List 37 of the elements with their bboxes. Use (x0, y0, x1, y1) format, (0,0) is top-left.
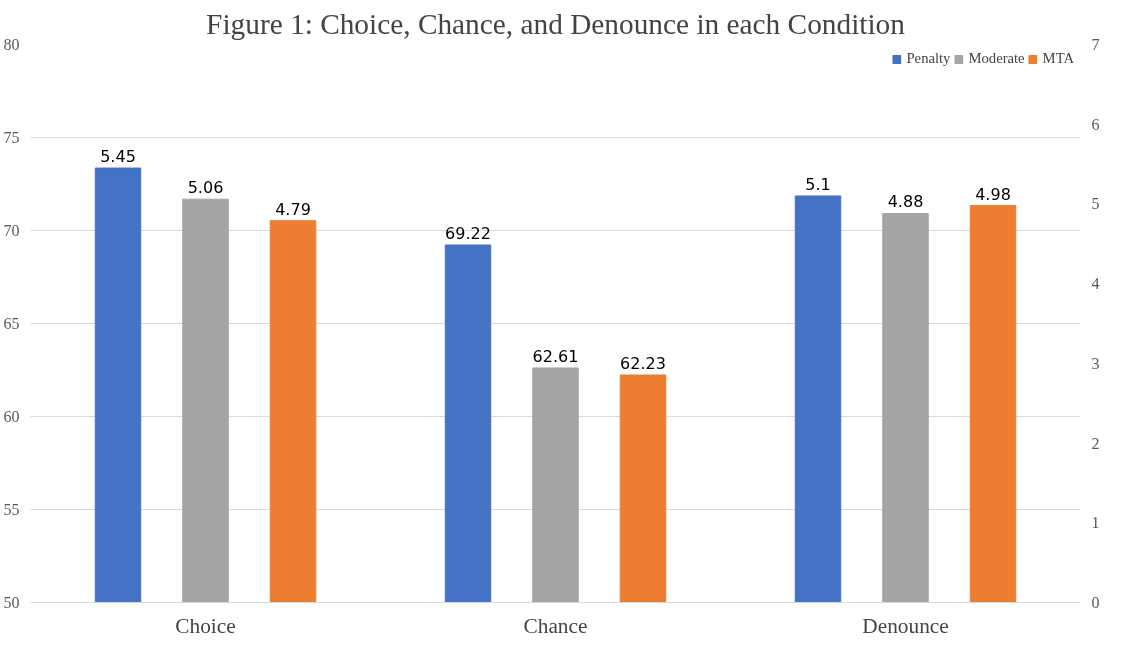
data-label: 62.23 (620, 354, 666, 374)
y-tick-label: 75 (3, 129, 20, 146)
y-tick-label: 65 (3, 315, 20, 332)
data-label: 4.98 (975, 184, 1011, 204)
x-tick-label: Chance (523, 613, 588, 638)
y-tick-label: 70 (3, 222, 20, 239)
legend-label: Moderate (968, 50, 1025, 67)
y-tick-label: 60 (3, 408, 20, 425)
bar (269, 220, 317, 603)
data-label: 5.06 (187, 178, 224, 198)
y2-tick-label: 0 (1091, 594, 1100, 611)
y2-tick-label: 2 (1091, 434, 1100, 452)
y2-tick-label: 6 (1091, 115, 1100, 133)
data-label: 62.61 (532, 346, 579, 366)
legend-label: MTA (1042, 50, 1074, 67)
bar (882, 212, 929, 603)
bar (794, 195, 842, 603)
y2-tick-label: 4 (1091, 275, 1100, 293)
bar (94, 167, 142, 603)
legend-label: Penalty (906, 50, 951, 67)
y-tick-label: 55 (3, 501, 20, 518)
data-label: 4.88 (887, 192, 924, 212)
y2-tick-label: 7 (1091, 36, 1100, 53)
y2-tick-label: 1 (1091, 514, 1100, 532)
chart-title: Figure 1: Choice, Chance, and Denounce in each Condition (206, 7, 906, 40)
y2-tick-label: 5 (1091, 195, 1100, 213)
bar (182, 198, 229, 603)
y-tick-label: 50 (3, 594, 20, 611)
y2-tick-label: 3 (1091, 354, 1100, 372)
bar (969, 205, 1017, 603)
data-label: 4.79 (275, 199, 311, 219)
x-tick-label: Choice (175, 613, 236, 638)
y-tick-label: 80 (3, 36, 20, 53)
data-label: 5.45 (100, 147, 136, 167)
data-label: 5.1 (805, 174, 831, 194)
data-label: 69.22 (445, 224, 491, 244)
x-tick-label: Denounce (862, 613, 949, 638)
